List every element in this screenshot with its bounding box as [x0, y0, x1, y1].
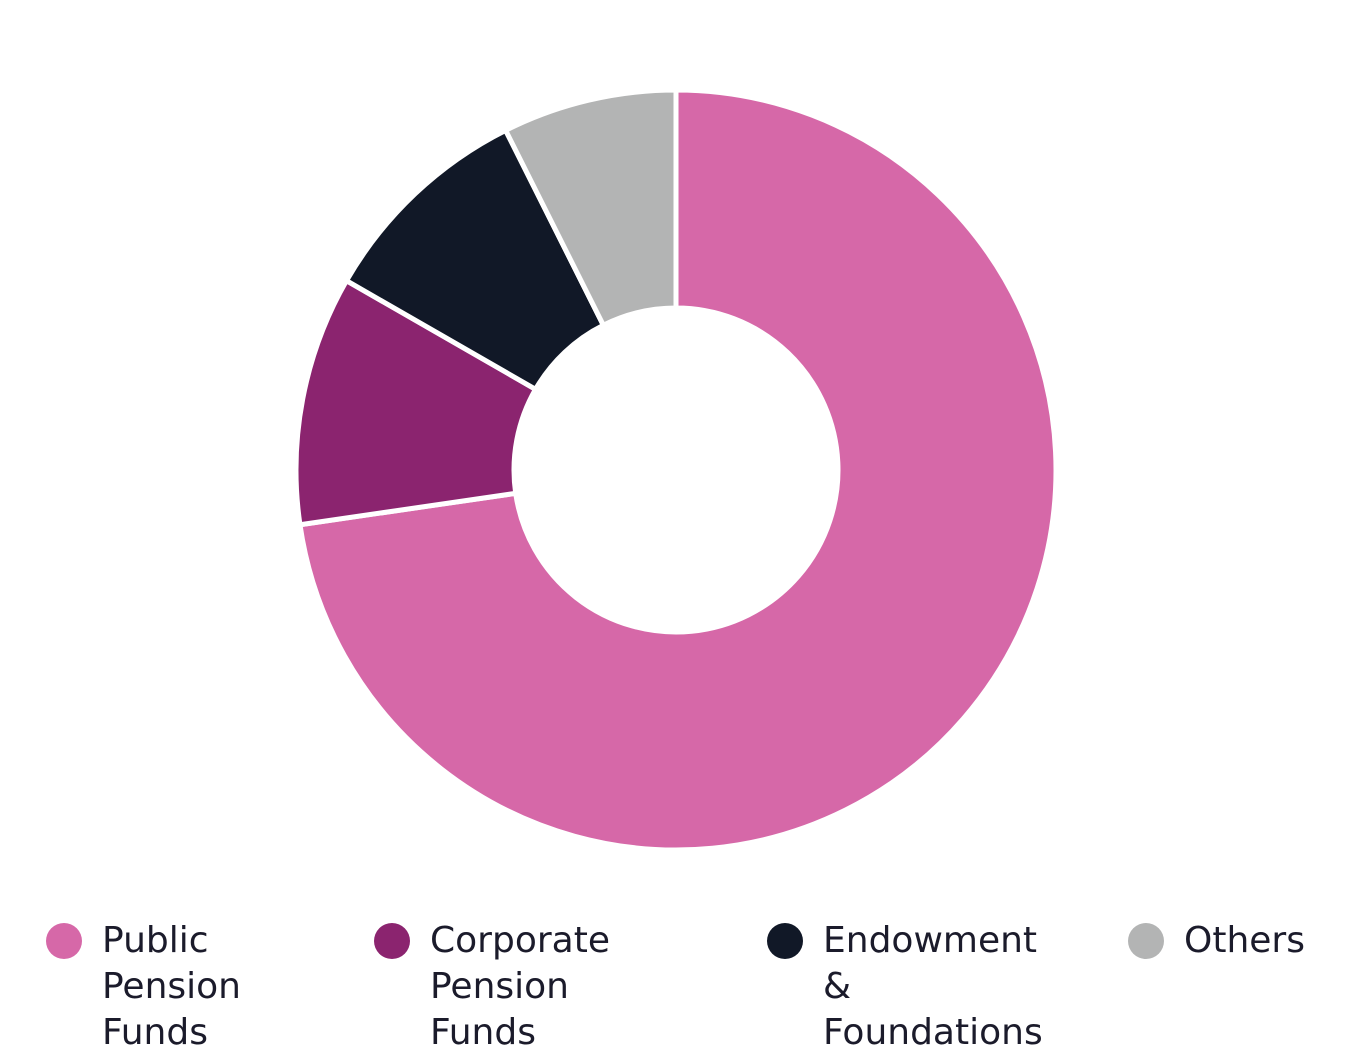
legend-swatch-corporate-pension-funds: [374, 923, 410, 959]
donut-slice-corporate-pension-funds: [293, 278, 539, 528]
legend-label-corporate-pension-funds: Corporate Pension Funds: [430, 920, 610, 1053]
legend-label-public-pension-funds: Public Pension Funds: [102, 920, 241, 1053]
legend-label-others: Others: [1184, 920, 1305, 961]
donut-slice-public-pension-funds: [297, 87, 1059, 853]
legend-swatch-endowment-foundations: [767, 923, 803, 959]
legend-swatch-others: [1128, 923, 1164, 959]
donut-slice-others: [503, 87, 679, 328]
legend-label-endowment-foundations: Endowment & Foundations: [823, 920, 1043, 1053]
legend-swatch-public-pension-funds: [46, 923, 82, 959]
donut-slice-endowment-foundations: [344, 127, 606, 392]
donut-chart: [293, 87, 1059, 853]
